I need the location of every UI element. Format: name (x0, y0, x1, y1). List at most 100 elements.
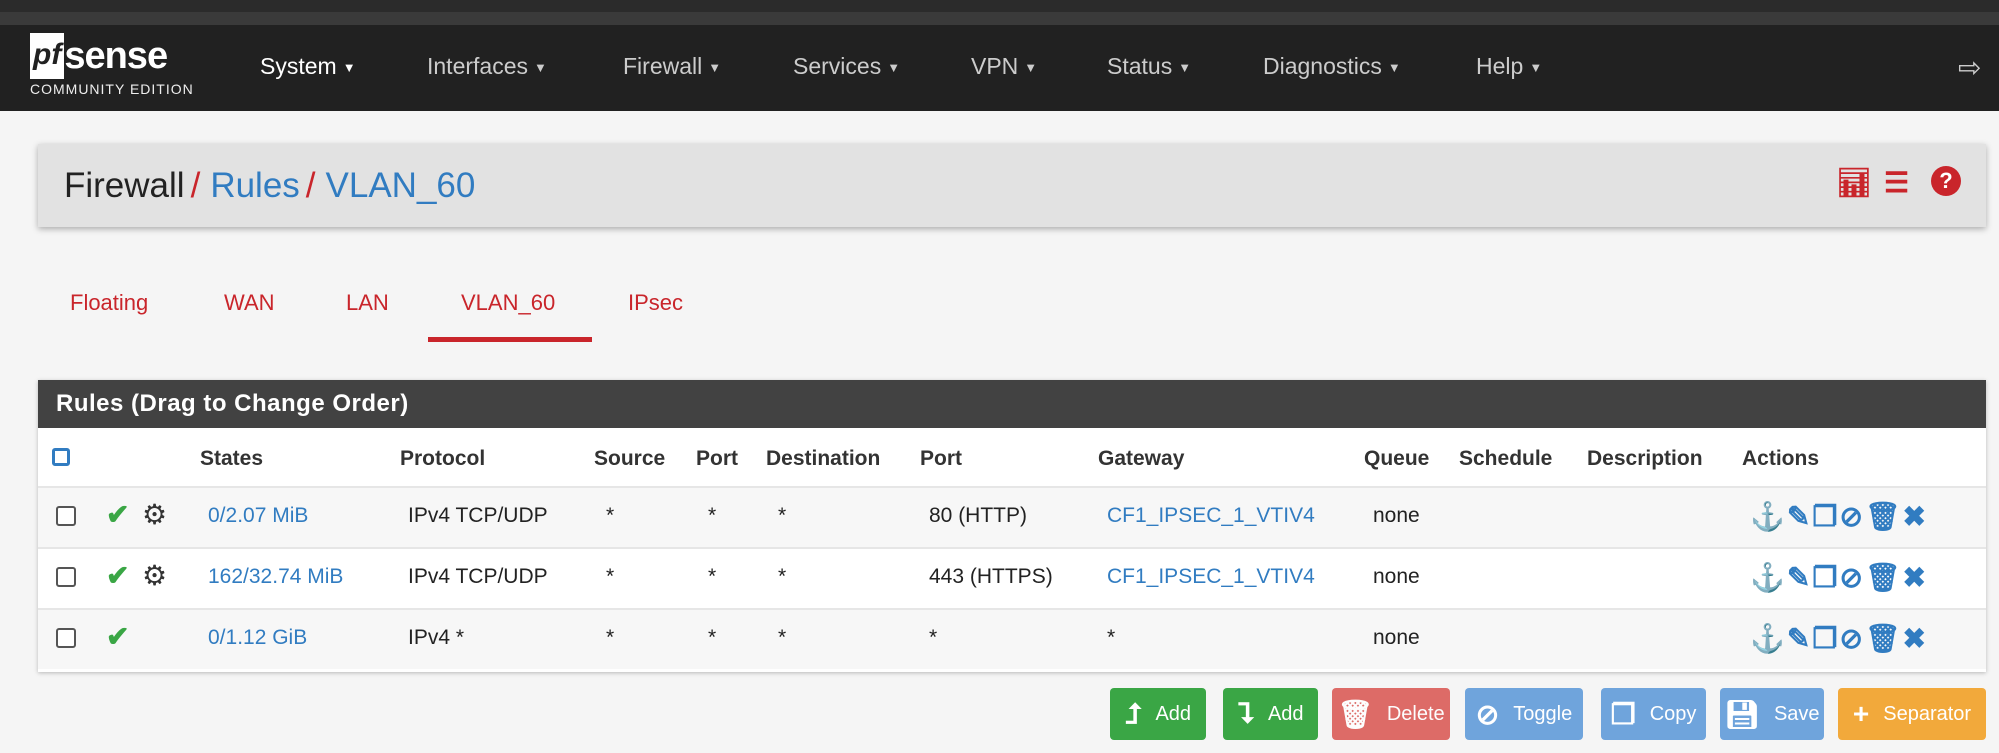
nav-system[interactable]: System ▼ (260, 53, 356, 79)
browser-top-strip (0, 0, 1999, 12)
logout-icon[interactable]: ⇨ (1958, 52, 1982, 83)
trash-icon[interactable]: 🗑︎ (1864, 623, 1903, 654)
nav-interfaces[interactable]: Interfaces ▼ (427, 53, 547, 79)
nav-diagnostics[interactable]: Diagnostics ▼ (1263, 53, 1401, 79)
close-icon[interactable]: ✖ (1902, 562, 1928, 593)
table-row[interactable]: ✔ ⚙ 162/32.74 MiB IPv4 TCP/UDP * * * 443… (38, 547, 1986, 608)
gateway-link[interactable]: CF1_IPSEC_1_VTIV4 (1107, 504, 1315, 527)
rules-panel: Rules (Drag to Change Order) States Prot… (38, 380, 1986, 672)
gateway-link[interactable]: CF1_IPSEC_1_VTIV4 (1107, 565, 1315, 588)
copy-icon[interactable]: ❐ (1812, 623, 1840, 654)
tab-floating[interactable]: Floating (70, 290, 149, 315)
states-link[interactable]: 0/2.07 MiB (208, 504, 309, 527)
states-link[interactable]: 162/32.74 MiB (208, 565, 344, 588)
caret-down-icon: ▼ (1387, 60, 1401, 76)
add-top-button[interactable]: ⮥ Add (1110, 688, 1206, 740)
queue: none (1373, 504, 1420, 527)
delete-button[interactable]: 🗑︎ Delete (1332, 688, 1450, 740)
ban-icon: ⊘ (1475, 698, 1500, 730)
tab-ipsec[interactable]: IPsec (628, 290, 684, 315)
table-row[interactable]: ✔ 0/1.12 GiB IPv4 * * * * * * none ⚓✎❐⊘🗑… (38, 608, 1986, 669)
close-icon[interactable]: ✖ (1902, 501, 1928, 532)
caret-down-icon: ▼ (1024, 60, 1038, 76)
source: * (606, 626, 615, 649)
gateway: * (1107, 626, 1116, 649)
check-icon[interactable]: ✔ (106, 560, 130, 591)
caret-down-icon: ▼ (887, 60, 901, 76)
col-dest-port: Port (920, 447, 962, 470)
breadcrumb: Firewall / Rules / VLAN_60 (64, 166, 475, 206)
anchor-icon[interactable]: ⚓ (1750, 562, 1787, 593)
disable-icon[interactable]: ⊘ (1839, 623, 1865, 654)
tab-vlan-60[interactable]: VLAN_60 (461, 290, 556, 315)
anchor-icon[interactable]: ⚓ (1750, 501, 1787, 532)
col-source: Source (594, 447, 666, 470)
toggle-button[interactable]: ⊘ Toggle (1465, 688, 1583, 740)
nav-help[interactable]: Help ▼ (1476, 53, 1543, 79)
save-button[interactable]: 💾︎ Save (1720, 688, 1824, 740)
states-link[interactable]: 0/1.12 GiB (208, 626, 308, 649)
dest-port: * (929, 626, 938, 649)
breadcrumb-current[interactable]: VLAN_60 (325, 166, 476, 205)
row-checkbox[interactable] (56, 567, 76, 587)
separator-button[interactable]: + Separator (1838, 688, 1986, 740)
copy-icon[interactable]: ❐ (1812, 562, 1840, 593)
disable-icon[interactable]: ⊘ (1839, 501, 1865, 532)
bar-chart-icon[interactable]: 📊︎ (1836, 167, 1872, 198)
col-destination: Destination (766, 447, 881, 470)
pencil-icon[interactable]: ✎ (1786, 501, 1813, 532)
destination: * (778, 565, 787, 588)
select-all-checkbox[interactable] (52, 448, 70, 466)
anchor-icon[interactable]: ⚓ (1750, 623, 1787, 654)
breadcrumb-firewall: Firewall (64, 166, 185, 205)
row-actions: ⚓✎❐⊘🗑︎✖ (1750, 500, 1928, 533)
row-actions: ⚓✎❐⊘🗑︎✖ (1750, 561, 1928, 594)
trash-icon[interactable]: 🗑︎ (1864, 562, 1903, 593)
source-port: * (708, 504, 717, 527)
floppy-icon: 💾︎ (1724, 698, 1760, 730)
caret-down-icon: ▼ (534, 60, 547, 76)
row-checkbox[interactable] (56, 506, 76, 526)
tab-wan[interactable]: WAN (224, 290, 275, 315)
row-checkbox[interactable] (56, 628, 76, 648)
close-icon[interactable]: ✖ (1902, 623, 1928, 654)
check-icon[interactable]: ✔ (106, 499, 130, 530)
trash-icon[interactable]: 🗑︎ (1864, 501, 1903, 532)
breadcrumb-separator: / (190, 166, 201, 205)
tab-lan[interactable]: LAN (346, 290, 389, 315)
protocol: IPv4 TCP/UDP (408, 504, 548, 527)
arrow-up-icon: ⮥ (1124, 697, 1142, 729)
col-states: States (200, 447, 264, 470)
caret-down-icon: ▼ (1178, 60, 1192, 76)
help-icon[interactable]: ? (1931, 166, 1961, 196)
breadcrumb-panel: Firewall / Rules / VLAN_60 📊︎ ☰ ? (38, 144, 1986, 227)
dest-port: 443 (HTTPS) (929, 565, 1053, 588)
row-actions: ⚓✎❐⊘🗑︎✖ (1750, 622, 1928, 655)
copy-icon[interactable]: ❐ (1812, 501, 1840, 532)
gear-icon: ⚙ (142, 560, 168, 591)
table-row[interactable]: ✔ ⚙ 0/2.07 MiB IPv4 TCP/UDP * * * 80 (HT… (38, 486, 1986, 547)
nav-vpn[interactable]: VPN ▼ (971, 53, 1038, 79)
nav-status[interactable]: Status ▼ (1107, 53, 1192, 79)
pfsense-logo[interactable]: pfsense COMMUNITY EDITION (30, 33, 194, 97)
list-icon[interactable]: ☰ (1884, 167, 1910, 198)
trash-icon: 🗑︎ (1337, 698, 1373, 730)
pencil-icon[interactable]: ✎ (1786, 623, 1813, 654)
copy-button[interactable]: ❐ Copy (1601, 688, 1706, 740)
active-tab-indicator (428, 337, 592, 342)
caret-down-icon: ▼ (708, 60, 722, 76)
breadcrumb-separator: / (305, 166, 316, 205)
col-description: Description (1587, 447, 1703, 470)
disable-icon[interactable]: ⊘ (1839, 562, 1865, 593)
add-bottom-button[interactable]: ⮧ Add (1223, 688, 1318, 740)
nav-services[interactable]: Services ▼ (793, 53, 901, 79)
destination: * (778, 626, 787, 649)
nav-firewall[interactable]: Firewall ▼ (623, 53, 722, 79)
check-icon[interactable]: ✔ (106, 621, 130, 652)
pencil-icon[interactable]: ✎ (1786, 562, 1813, 593)
queue: none (1373, 626, 1420, 649)
source: * (606, 565, 615, 588)
breadcrumb-rules[interactable]: Rules (210, 166, 300, 205)
gear-icon: ⚙ (142, 499, 168, 530)
destination: * (778, 504, 787, 527)
